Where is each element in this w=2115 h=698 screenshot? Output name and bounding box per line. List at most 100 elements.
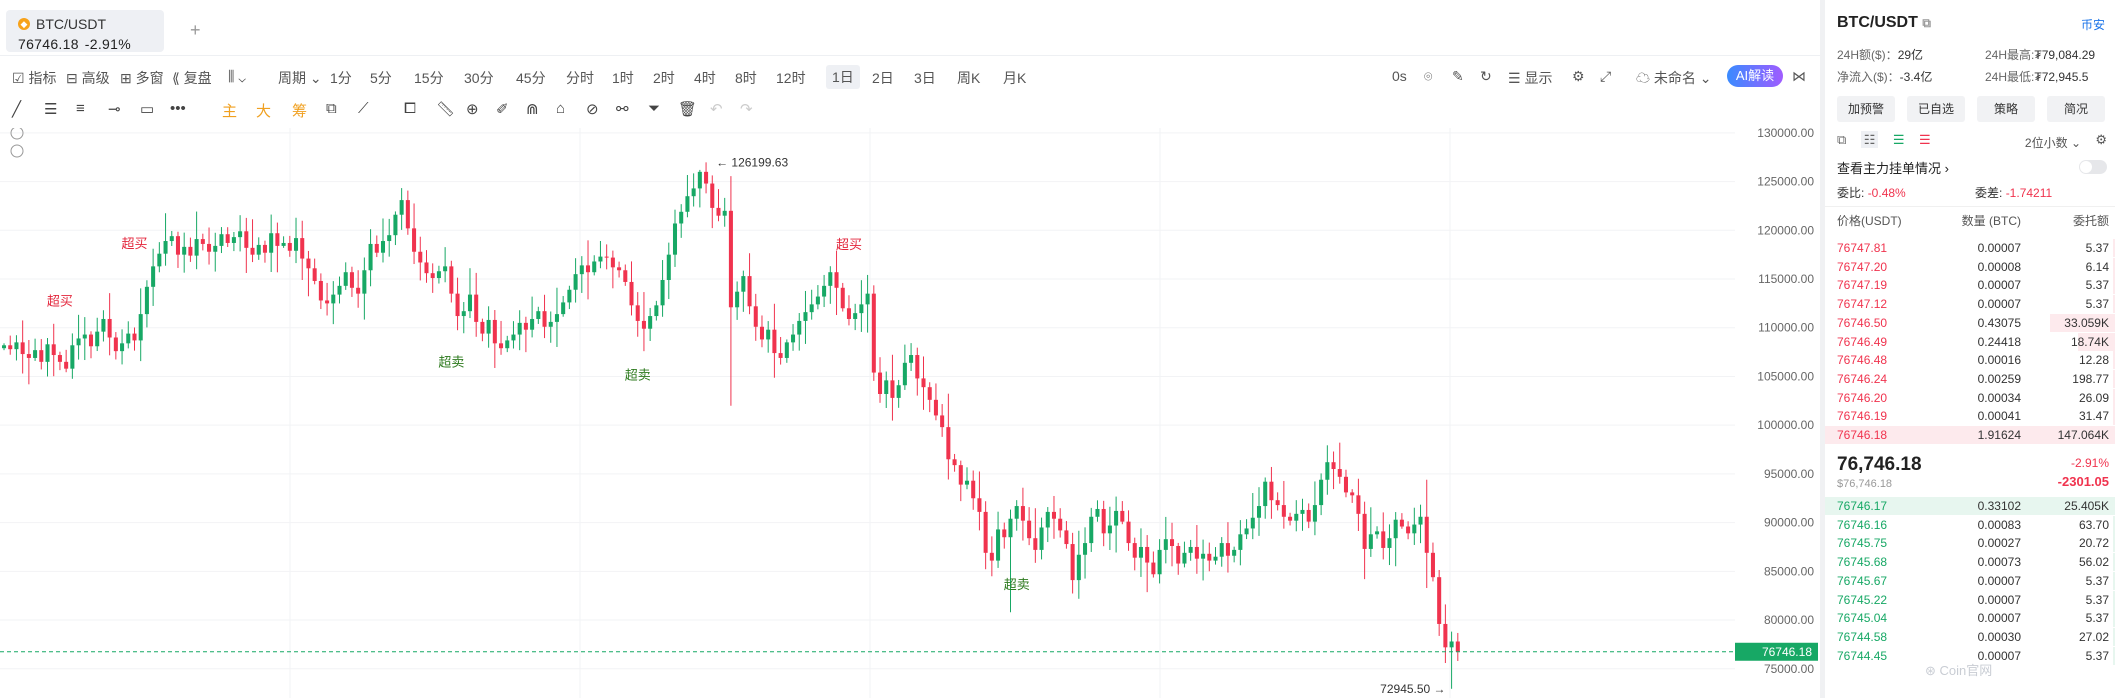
- interval-8[interactable]: 4时: [694, 70, 716, 86]
- ruler-icon[interactable]: 📏︎: [436, 101, 456, 118]
- magnet-icon[interactable]: ⋒: [526, 101, 539, 118]
- refresh-icon[interactable]: ↻: [1480, 68, 1492, 84]
- interval-11[interactable]: 1日: [826, 65, 860, 89]
- depth-link[interactable]: 查看主力挂单情况 ›: [1837, 161, 1949, 176]
- interval-15[interactable]: 月K: [1003, 70, 1027, 86]
- redo-icon[interactable]: ↷: [740, 101, 753, 118]
- exchange-link[interactable]: 币安: [2080, 18, 2105, 32]
- eraser-icon[interactable]: ✐: [496, 101, 509, 118]
- ask-row[interactable]: 76746.24 0.00259 198.77: [1825, 369, 2115, 389]
- copy-icon[interactable]: ⧠: [404, 100, 417, 117]
- y-tick-label: 90000.00: [1764, 516, 1814, 530]
- interval-12[interactable]: 2日: [872, 70, 894, 86]
- ask-row[interactable]: 76747.19 0.00007 5.37: [1825, 275, 2115, 295]
- ray-icon[interactable]: ⊸: [108, 101, 121, 118]
- multiwindow-button[interactable]: ⊞ 多窗: [120, 70, 164, 86]
- ask-row[interactable]: 76746.18 1.91624 147.064K: [1825, 425, 2115, 445]
- ask-row[interactable]: 76746.19 0.00041 31.47: [1825, 406, 2115, 426]
- bid-row[interactable]: 76746.17 0.33102 25.405K: [1825, 496, 2115, 516]
- candle-body: [499, 343, 504, 349]
- bid-row[interactable]: 76745.75 0.00027 20.72: [1825, 533, 2115, 553]
- decimals-dropdown[interactable]: 2位小数 ⌄: [2024, 136, 2081, 150]
- share-icon[interactable]: ⋈: [1792, 68, 1806, 84]
- interval-6[interactable]: 1时: [612, 70, 634, 86]
- trash-icon[interactable]: 🗑︎: [678, 101, 698, 118]
- candlestick-chart[interactable]: 75000.00 80000.00 85000.00 90000.00 95000.00…: [0, 128, 1820, 698]
- hline-icon[interactable]: ☰: [44, 101, 58, 118]
- ai-interpret-button[interactable]: AI解读: [1727, 65, 1783, 87]
- replay-button[interactable]: ⟪ 复盘: [172, 70, 212, 86]
- interval-7[interactable]: 2时: [653, 70, 675, 86]
- fullscreen-icon[interactable]: ⤢: [1600, 68, 1612, 84]
- view-split-icon[interactable]: ☷: [1860, 131, 1879, 148]
- pencil-icon[interactable]: ✎: [1452, 68, 1464, 84]
- settings-icon[interactable]: ⚙: [1572, 68, 1585, 84]
- view-bids-icon[interactable]: ☰: [1892, 132, 1905, 147]
- view-asks-icon[interactable]: ☰: [1918, 132, 1931, 147]
- bid-row[interactable]: 76744.58 0.00030 27.02: [1825, 627, 2115, 647]
- undo-icon[interactable]: ↶: [710, 101, 723, 118]
- main-indicator-button[interactable]: 主: [222, 103, 238, 120]
- add-tab-icon[interactable]: +: [190, 20, 201, 40]
- zoom-icon[interactable]: ⊕: [466, 101, 479, 118]
- trendline-icon[interactable]: ╱: [12, 101, 22, 118]
- ask-row[interactable]: 76746.49 0.24418 18.74K: [1825, 332, 2115, 352]
- overview-button[interactable]: 简况: [2047, 96, 2105, 122]
- big-order-button[interactable]: 大: [256, 103, 272, 120]
- bid-row[interactable]: 76745.67 0.00007 5.37: [1825, 571, 2115, 591]
- compare-icon[interactable]: ⧉: [326, 100, 337, 117]
- depth-toggle[interactable]: [2079, 160, 2107, 174]
- brush-icon[interactable]: ⟋: [358, 100, 369, 117]
- more-icon[interactable]: •••: [170, 100, 186, 117]
- rectangle-icon[interactable]: ▭: [140, 101, 155, 118]
- ask-row[interactable]: 76746.50 0.43075 33.059K: [1825, 313, 2115, 333]
- candle-body: [716, 207, 721, 216]
- ask-row[interactable]: 76747.81 0.00007 5.37: [1825, 238, 2115, 258]
- interval-9[interactable]: 8时: [735, 70, 757, 86]
- copy-symbol-icon[interactable]: ⧉: [1922, 16, 1931, 30]
- view-both-icon[interactable]: ⧉: [1837, 132, 1847, 147]
- interval-1[interactable]: 5分: [370, 70, 392, 86]
- ask-row[interactable]: 76746.48 0.00016 12.28: [1825, 350, 2115, 370]
- hide-icon[interactable]: ⊘: [586, 101, 599, 118]
- channel-icon[interactable]: ≡: [76, 100, 85, 117]
- ask-row[interactable]: 76747.20 0.00008 6.14: [1825, 257, 2115, 277]
- orderbook-settings-icon[interactable]: ⚙: [2095, 132, 2107, 147]
- advanced-button[interactable]: ⊟ 高级: [66, 70, 110, 86]
- interval-5[interactable]: 分时: [566, 70, 594, 86]
- candle-body: [1381, 531, 1386, 548]
- strategy-button[interactable]: 策略: [1977, 96, 2035, 122]
- order-total: 56.02: [2078, 555, 2109, 570]
- ask-row[interactable]: 76747.12 0.00007 5.37: [1825, 294, 2115, 314]
- lock-icon[interactable]: ⌂: [556, 100, 566, 117]
- indicator-button[interactable]: ☑ 指标: [12, 70, 57, 86]
- interval-2[interactable]: 15分: [414, 70, 444, 86]
- order-price: 76746.49: [1837, 334, 1888, 349]
- interval-0[interactable]: 1分: [330, 70, 352, 86]
- period-dropdown[interactable]: 周期 ⌄: [278, 70, 322, 86]
- link-icon[interactable]: ⚯: [616, 101, 629, 118]
- bid-row[interactable]: 76745.68 0.00073 56.02: [1825, 552, 2115, 572]
- candle-body: [374, 243, 379, 253]
- interval-3[interactable]: 30分: [464, 70, 494, 86]
- chips-button[interactable]: 筹: [292, 103, 308, 120]
- filter-icon[interactable]: ⏷: [648, 100, 661, 117]
- bid-row[interactable]: 76745.04 0.00007 5.37: [1825, 608, 2115, 628]
- layout-dropdown[interactable]: ☁ 未命名 ⌄: [1636, 70, 1712, 86]
- ask-row[interactable]: 76746.20 0.00034 26.09: [1825, 388, 2115, 408]
- interval-4[interactable]: 45分: [516, 70, 546, 86]
- interval-13[interactable]: 3日: [914, 70, 936, 86]
- interval-10[interactable]: 12时: [776, 70, 806, 86]
- symbol-tab[interactable]: ◆ BTC/USDT 76746.18 -2.91%: [6, 10, 164, 52]
- add-alert-button[interactable]: 加预警: [1837, 96, 1895, 122]
- chart-scroll-down-icon[interactable]: [10, 144, 24, 158]
- chart-type-dropdown[interactable]: ⫼ ⌄: [228, 68, 246, 84]
- camera-icon[interactable]: ⌾: [1424, 68, 1433, 84]
- bid-row[interactable]: 76744.45 0.00007 5.37: [1825, 646, 2115, 666]
- chart-scroll-up-icon[interactable]: [10, 128, 24, 140]
- display-button[interactable]: ☰ 显示: [1508, 70, 1553, 86]
- watchlist-button[interactable]: 已自选: [1907, 96, 1965, 122]
- bid-row[interactable]: 76745.22 0.00007 5.37: [1825, 590, 2115, 610]
- bid-row[interactable]: 76746.16 0.00083 63.70: [1825, 515, 2115, 535]
- interval-14[interactable]: 周K: [957, 70, 981, 86]
